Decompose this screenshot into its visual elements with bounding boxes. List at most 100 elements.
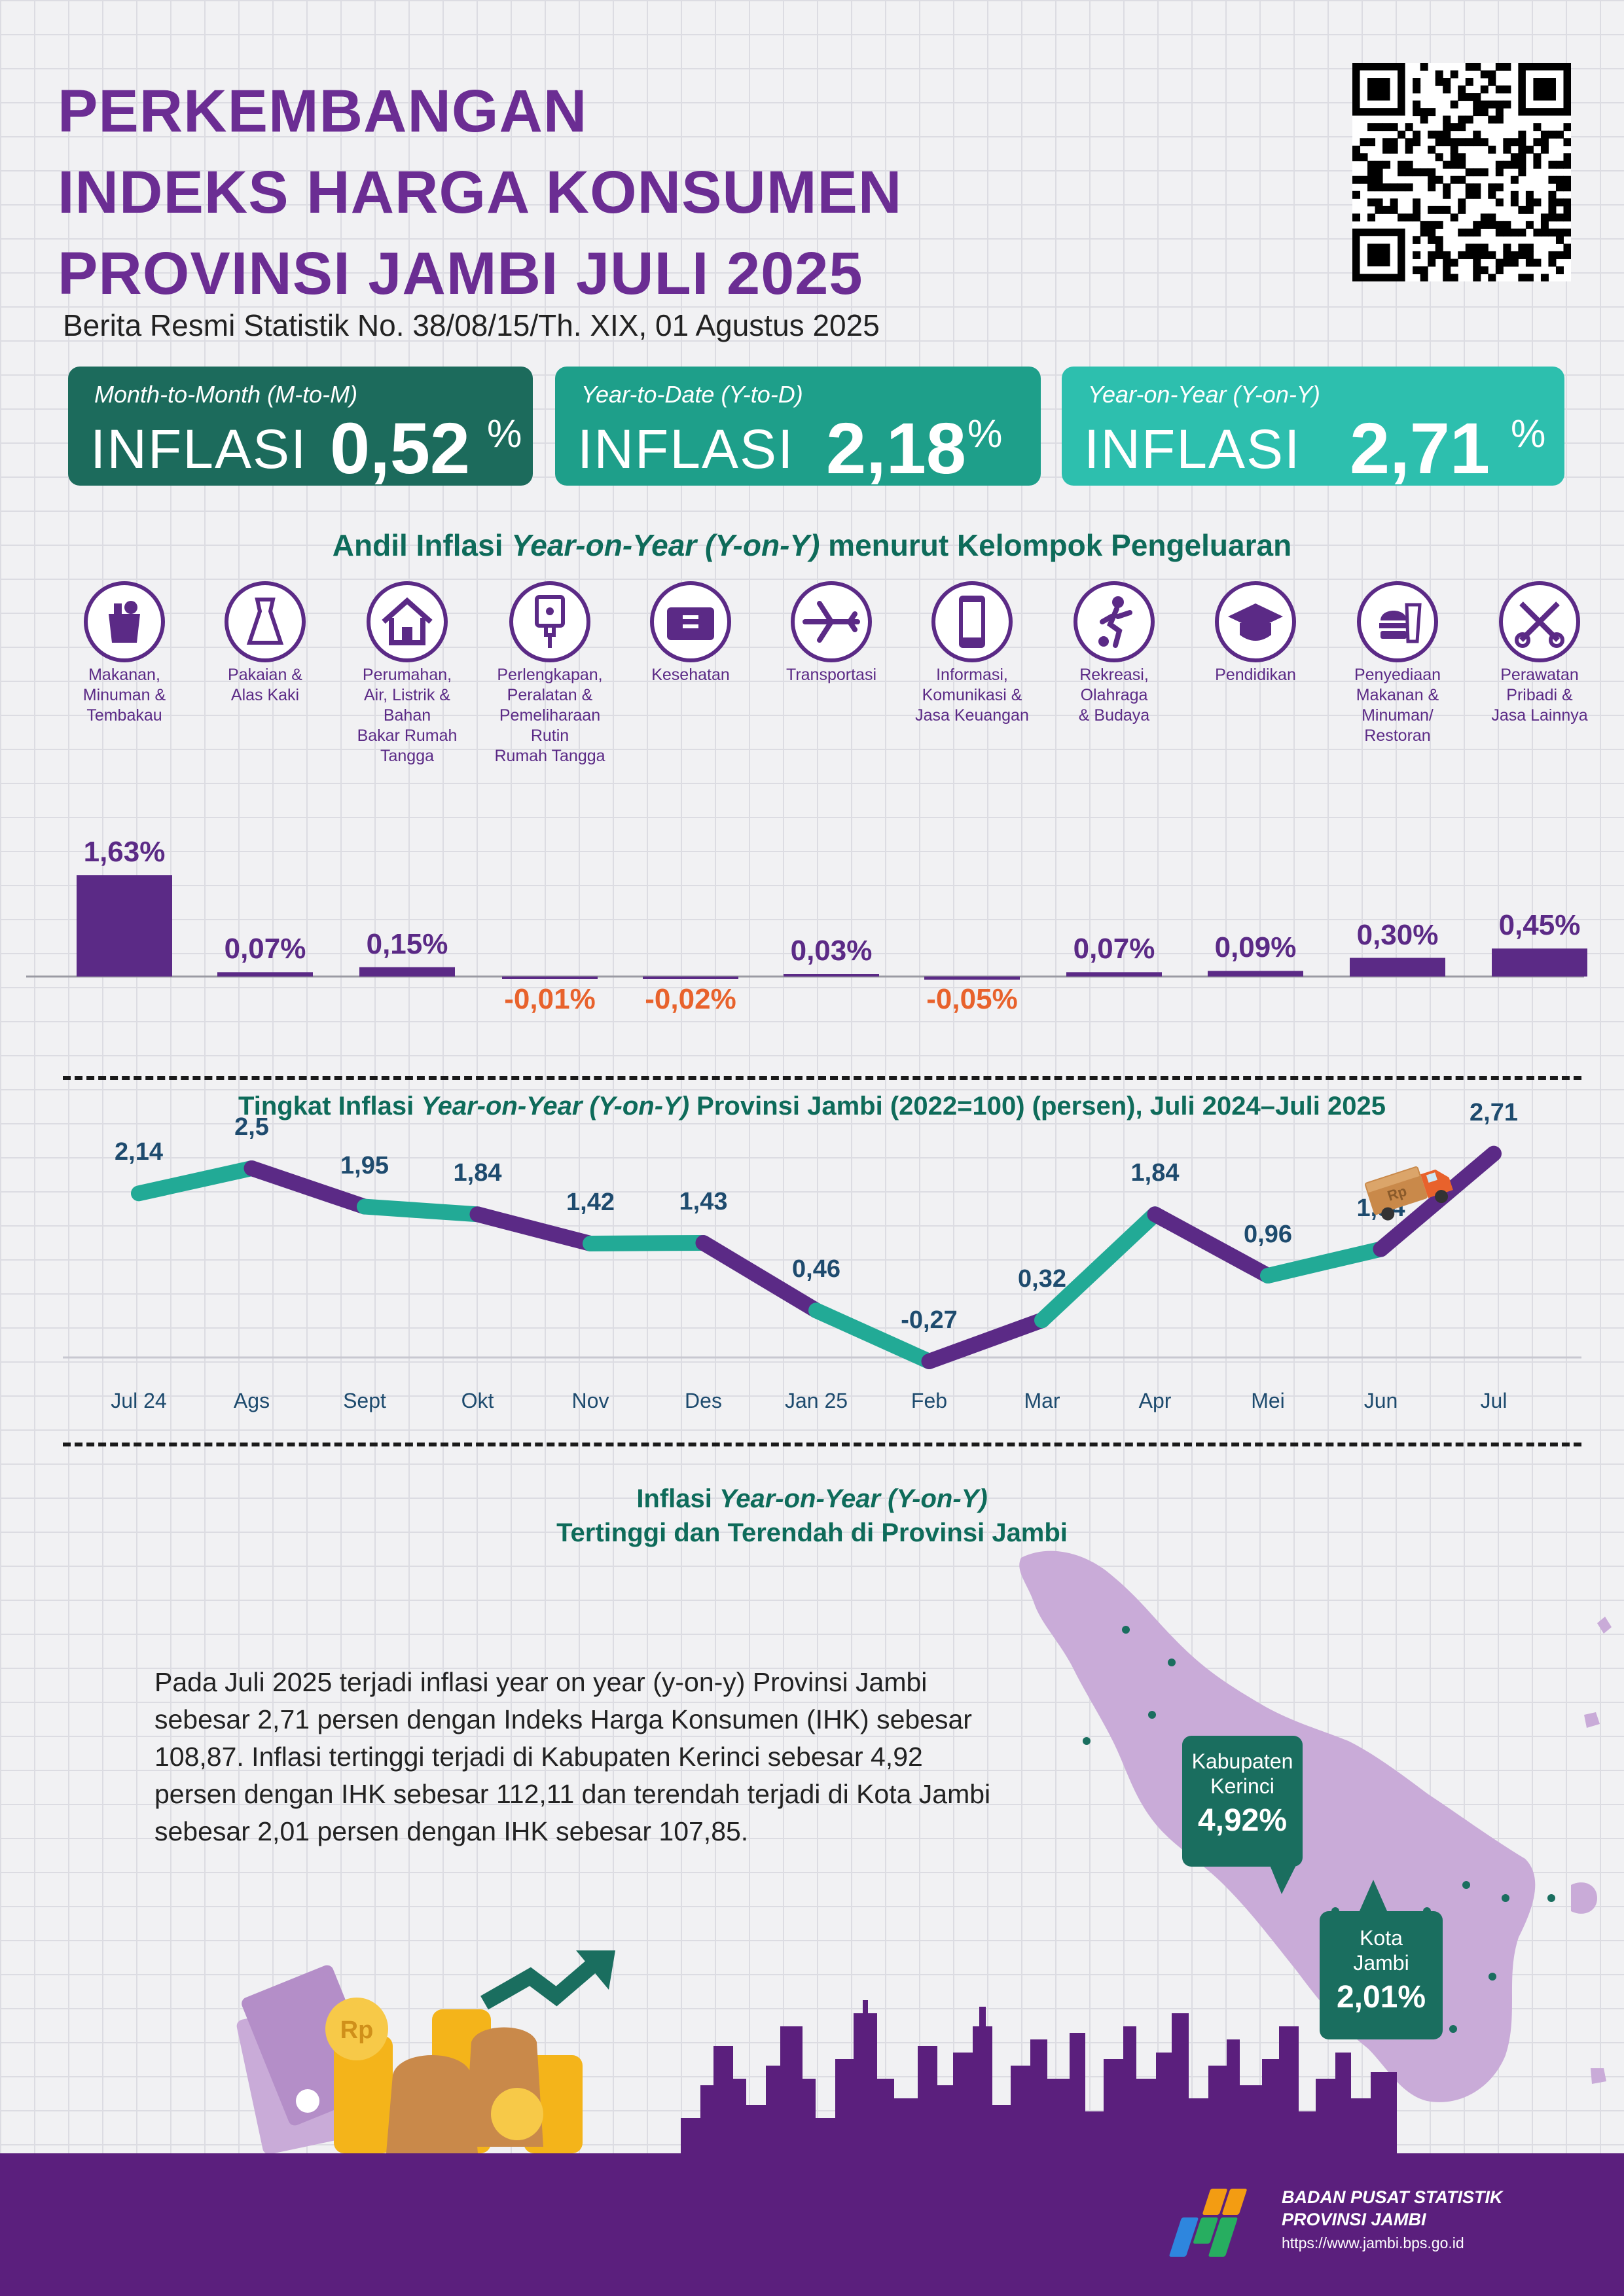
data-point [1492,1152,1496,1156]
bar-chart [26,875,1587,980]
series-line-segment [469,1206,598,1252]
first-aid-kit-icon [650,581,731,662]
x-tick-label: Okt [461,1389,494,1412]
data-point [363,1205,367,1209]
series-line-segment [131,1160,260,1202]
category-label: Rekreasi, Olahraga & Budaya [1078,666,1150,725]
qr-code-icon[interactable] [1352,63,1572,282]
card-value: 2,18 [826,408,967,489]
series-line-segment [1260,1241,1389,1284]
bar [217,972,313,977]
title-line-3: PROVINSI JAMBI JULI 2025 [58,240,863,307]
bar-value-label: -0,05% [926,983,1018,1015]
series-line-segment [695,1234,824,1319]
grocery-bag-icon [84,581,165,662]
card-word: INFLASI [577,418,795,480]
house-icon [367,581,448,662]
point-value-label: 1,42 [566,1189,615,1216]
data-point [1040,1318,1044,1322]
point-value-label: -0,27 [901,1306,958,1334]
divider [63,1443,1581,1446]
bar [1208,971,1303,977]
dress-icon [225,581,306,662]
line-chart-title: Tingkat Inflasi Year-on-Year (Y-on-Y) Pr… [238,1092,1386,1121]
bar-value-label: 1,63% [83,836,166,869]
highest-callout: Kabupaten Kerinci 4,92% [1182,1736,1303,1867]
footer [0,2153,1624,2296]
x-tick-label: Mar [1024,1389,1060,1412]
point-value-label: 1,43 [679,1187,728,1215]
point-value-label: 1,95 [340,1151,389,1179]
subtitle: Berita Resmi Statistik No. 38/08/15/Th. … [63,308,880,342]
card-mtm: Month-to-Month (M-to-M) INFLASI 0,52 % [68,367,533,489]
x-tick-label: Jul [1480,1389,1507,1412]
bar [359,967,455,977]
card-unit: % [1511,412,1546,456]
series-line-segment [921,1312,1050,1369]
data-point [928,1359,931,1363]
summary-paragraph: Pada Juli 2025 terjadi inflasi year on y… [154,1667,991,1846]
card-yoy: Year-on-Year (Y-on-Y) INFLASI 2,71 % [1062,367,1564,489]
fast-food-icon [1357,581,1438,662]
point-value-label: 0,96 [1244,1221,1292,1248]
bar-value-label: 0,15% [366,927,448,960]
lowest-callout: Kota Jambi 2,01% [1320,1911,1443,2039]
highest-name-1: Kabupaten [1191,1749,1293,1773]
power-plug-icon [509,581,590,662]
highest-name-2: Kerinci [1210,1774,1274,1798]
card-word: INFLASI [90,418,308,480]
line-chart [63,1145,1581,1369]
smartphone-icon [931,581,1013,662]
truck-icon: Rp [1364,1166,1453,1221]
point-value-label: 2,5 [234,1113,269,1141]
card-unit: % [967,412,1003,456]
series-line-segment [1147,1206,1276,1284]
x-tick-label: Apr [1138,1389,1172,1412]
data-point [1153,1212,1157,1216]
callout-pointer [1359,1880,1388,1912]
x-tick-label: Jul 24 [111,1389,167,1412]
data-point [250,1166,254,1170]
data-point [1379,1247,1383,1251]
point-value-label: 2,14 [115,1138,163,1166]
data-point [137,1191,141,1195]
bar [1066,972,1162,977]
card-label: Month-to-Month (M-to-M) [94,381,358,408]
title-line-1: PERKEMBANGAN [58,78,588,145]
x-tick-label: Ags [233,1389,270,1412]
lowest-name-1: Kota [1360,1926,1403,1950]
bar-chart-title: Andil Inflasi Year-on-Year (Y-on-Y) menu… [332,528,1292,562]
card-label: Year-on-Year (Y-on-Y) [1088,381,1320,408]
data-point [814,1308,818,1312]
soccer-player-icon [1074,581,1155,662]
x-tick-label: Jun [1363,1389,1398,1412]
series-line-segment [357,1198,486,1223]
card-value: 2,71 [1350,408,1490,489]
point-value-label: 0,46 [792,1255,840,1283]
bar-value-label: 0,03% [790,935,873,967]
point-value-label: 0,32 [1018,1265,1066,1293]
bar-value-label: 0,09% [1214,931,1297,964]
data-point [588,1242,592,1246]
category-label: Makanan, Minuman & Tembakau [82,666,166,725]
graduation-cap-icon [1215,581,1296,662]
bps-url-link[interactable]: https://www.jambi.bps.go.id [1282,2234,1464,2251]
divider [63,1076,1581,1080]
x-tick-label: Feb [911,1389,948,1412]
data-point [476,1212,480,1216]
x-tick-label: Sept [343,1389,386,1412]
category-label: Perawatan Pribadi & Jasa Lainnya [1491,666,1588,725]
series-line-segment [808,1302,937,1369]
point-value-label: 2,71 [1470,1098,1518,1126]
scissors-comb-icon [1499,581,1580,662]
bar-value-label: -0,01% [504,983,596,1015]
map-section-title: Inflasi Year-on-Year (Y-on-Y) Tertinggi … [556,1484,1068,1547]
series-line-segment [1034,1206,1163,1329]
bar [1350,958,1445,977]
card-value: 0,52 [330,408,471,489]
bar-value-label: 0,45% [1498,909,1581,942]
bps-logo-icon[interactable] [1169,2176,1274,2267]
money-coins-icon: Rp [236,1950,615,2153]
x-tick-label: Nov [571,1389,609,1412]
bar-value-label: 0,07% [224,933,306,965]
